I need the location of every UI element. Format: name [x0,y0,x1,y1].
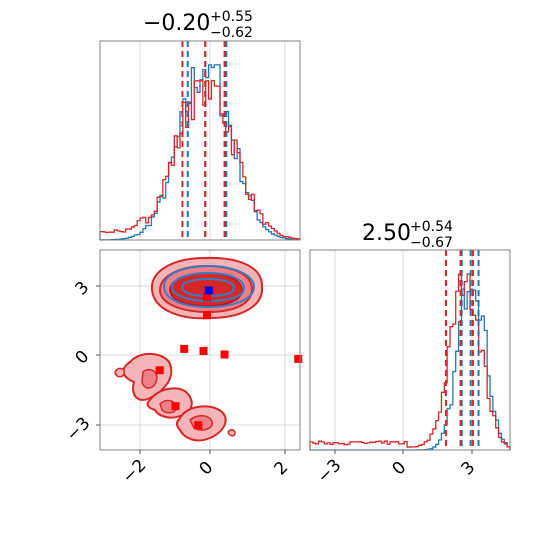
red-contour-lobe1-inner [141,368,158,389]
ytick-label-3: 3 [72,278,94,300]
blue-contour-outer [162,264,256,309]
xtick-label-2: 2 [271,458,293,480]
marginal2-quantile-lines [444,250,480,450]
ytick-label-neg3: −3 [63,414,95,446]
title1-main: −0.20 [143,11,210,36]
red-contour-small2 [227,429,236,437]
blue-contour-group [162,264,256,309]
joint-panel [99,249,303,451]
m2-xtick-label-0: 0 [389,458,411,480]
red-contour-small1 [114,367,126,378]
marginal1-histograms [99,64,301,241]
marginal2-xaxis: −3 0 3 [314,450,480,488]
red-marker-1 [203,311,212,320]
joint-yaxis: 3 0 −3 [63,278,100,446]
red-marker-7 [171,402,180,411]
ytick-label-0: 0 [72,347,94,369]
marginal1-hist-red [99,80,301,240]
blue-contour-inner [180,277,236,298]
marginal2-panel [309,249,511,451]
title1-sup: +0.55 [210,9,253,25]
title2-main: 2.50 [362,221,411,246]
red-marker-0 [203,293,212,302]
marginal1-hist-blue [99,64,301,241]
xtick-label-0: 0 [196,458,218,480]
joint-frame [99,249,301,451]
marginal2-title: 2.50 +0.54 −0.67 [362,219,453,251]
blue-marker [204,286,213,295]
marginal2-histograms [309,273,511,451]
joint-markers [155,286,303,430]
red-marker-3 [199,347,208,356]
marginal1-frame [99,40,301,241]
red-marker-8 [194,421,203,430]
blue-contour-mid [170,271,246,303]
marginal2-hist-red [309,273,511,450]
marginal1-title: −0.20 +0.55 −0.62 [143,9,253,41]
marginal2-hist-blue [310,288,511,451]
xtick-label-neg2: −2 [119,456,151,488]
red-marker-2 [180,344,189,353]
marginal1-quantile-lines [181,41,228,240]
red-marker-5 [294,354,303,363]
red-marker-6 [155,366,164,375]
red-contour-group [114,256,264,442]
joint-xaxis: −2 0 2 [119,450,293,488]
title2-sup: +0.54 [410,219,453,235]
red-marker-4 [220,350,229,359]
marginal2-frame [309,249,511,451]
marginal1-panel [99,40,301,241]
title1-sub: −0.62 [210,25,253,41]
title2-sub: −0.67 [410,235,453,251]
m2-xtick-label-3: 3 [458,458,480,480]
m2-xtick-label-neg3: −3 [314,456,346,488]
